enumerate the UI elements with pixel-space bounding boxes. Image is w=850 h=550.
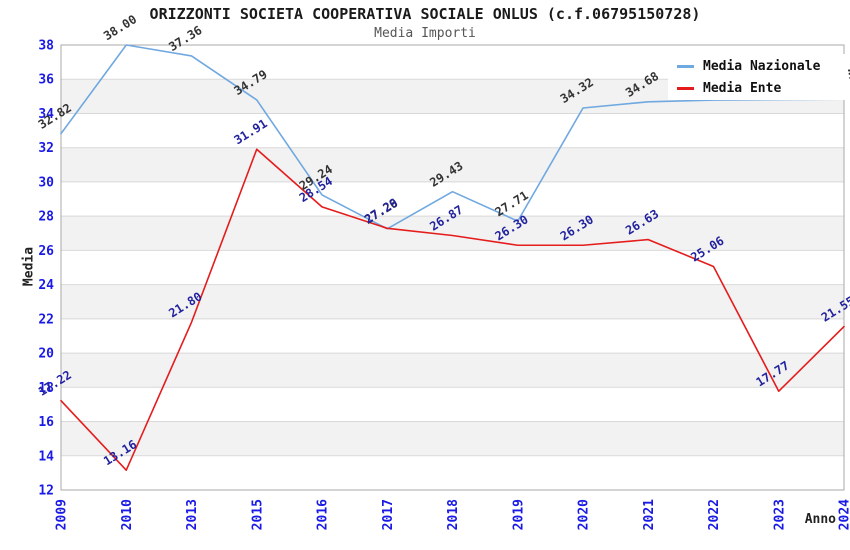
- y-tick-label: 24: [38, 278, 54, 293]
- legend: Media Nazionale Media Ente: [668, 54, 848, 100]
- legend-label: Media Nazionale: [703, 58, 821, 74]
- plot-border: [60, 44, 845, 491]
- chart-title: ORIZZONTI SOCIETA COOPERATIVA SOCIALE ON…: [149, 5, 701, 23]
- y-tick-label: 36: [38, 73, 54, 88]
- x-tick-label: 2021: [642, 499, 657, 530]
- y-tick-label: 16: [38, 415, 54, 430]
- x-tick-label: 2017: [381, 499, 396, 530]
- plot-band: [61, 216, 844, 251]
- legend-label: Media Ente: [703, 80, 782, 96]
- plot-band: [61, 147, 844, 182]
- x-tick-label: 2020: [577, 499, 592, 530]
- x-tick-label: 2023: [772, 499, 787, 530]
- x-tick-label: 2024: [838, 499, 850, 530]
- x-tick-label: 2013: [185, 499, 200, 530]
- y-tick-label: 28: [38, 210, 54, 225]
- y-tick-label: 14: [38, 449, 54, 464]
- y-tick-label: 34: [38, 107, 54, 122]
- data-label-media-nazionale: 27.71: [493, 188, 531, 219]
- y-axis-title: Media: [21, 246, 37, 287]
- y-tick-label: 12: [38, 484, 54, 499]
- x-axis-title: Anno: [804, 512, 836, 527]
- x-tick-label: 2015: [250, 499, 265, 530]
- x-tick-label: 2022: [707, 499, 722, 530]
- y-tick-label: 38: [38, 39, 54, 54]
- plot-band: [61, 284, 844, 319]
- y-tick-label: 20: [38, 347, 54, 362]
- y-tick-label: 26: [38, 244, 54, 259]
- legend-item-media-nazionale: Media Nazionale: [668, 59, 848, 74]
- x-tick-label: 2016: [316, 499, 331, 530]
- x-tick-label: 2019: [511, 499, 526, 530]
- plot-band: [61, 353, 844, 388]
- legend-item-media-ente: Media Ente: [668, 81, 848, 96]
- plot-band: [61, 421, 844, 456]
- y-tick-label: 32: [38, 141, 54, 156]
- x-tick-label: 2010: [120, 499, 135, 530]
- series-line-media-nazionale: [60, 44, 845, 230]
- series-line-media-ente: [60, 148, 845, 471]
- data-label-media-nazionale: 32.82: [36, 101, 74, 132]
- y-tick-label: 18: [38, 381, 54, 396]
- data-label-media-ente: 31.91: [232, 116, 270, 147]
- y-tick-label: 30: [38, 175, 54, 190]
- line-swatch-icon: [677, 64, 694, 68]
- chart-subtitle: Media Importi: [374, 26, 476, 41]
- line-swatch-icon: [677, 86, 694, 90]
- y-tick-label: 22: [38, 312, 54, 327]
- x-tick-label: 2018: [446, 499, 461, 530]
- x-tick-label: 2009: [55, 499, 70, 530]
